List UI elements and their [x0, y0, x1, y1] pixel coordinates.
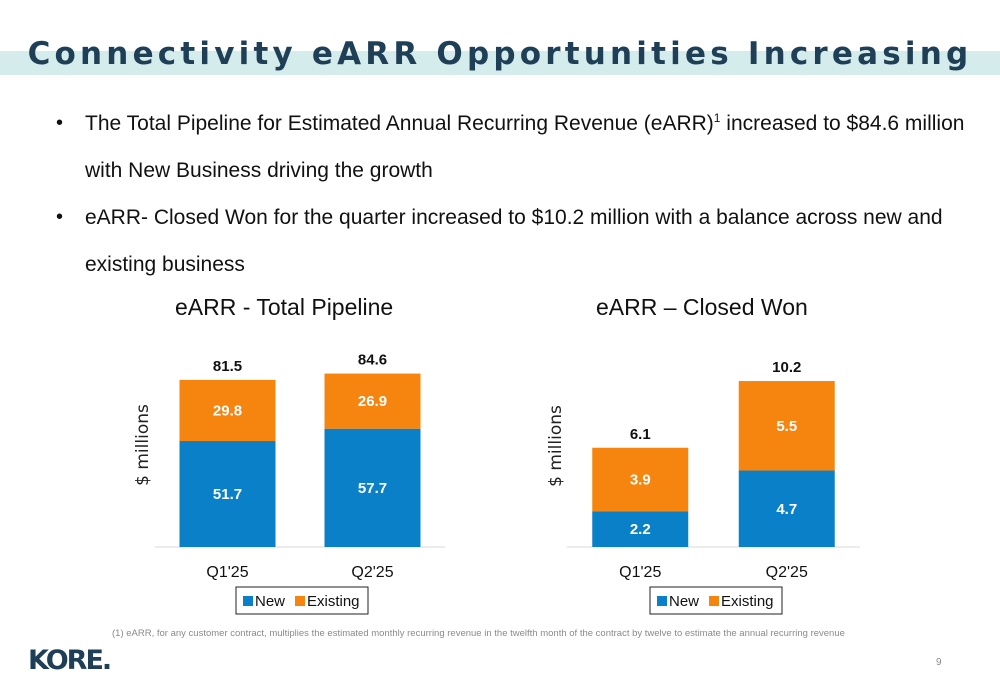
- total-label-1: 84.6: [358, 352, 387, 369]
- bullet-item: • eARR- Closed Won for the quarter incre…: [52, 194, 982, 288]
- slide-title: Connectivity eARR Opportunities Increasi…: [27, 36, 973, 72]
- total-label-1: 10.2: [772, 359, 801, 376]
- data-label-new-0: 51.7: [213, 486, 242, 503]
- data-label-existing-0: 29.8: [213, 402, 242, 419]
- legend-label-new: New: [669, 593, 699, 610]
- legend-swatch-new: [243, 596, 253, 606]
- y-axis-title: $ millions: [133, 404, 153, 486]
- legend-swatch-existing: [295, 596, 305, 606]
- kore-logo: KORE.: [28, 645, 112, 676]
- bullet-text-continued: increased to $84.6 million with New Busi…: [85, 112, 965, 182]
- x-tick-label-0: Q1'25: [206, 564, 248, 581]
- data-label-existing-0: 3.9: [630, 471, 651, 488]
- data-label-existing-1: 26.9: [358, 393, 387, 410]
- bar-new-1: [324, 428, 421, 547]
- x-tick-label-1: Q2'25: [766, 564, 808, 581]
- x-tick-label-1: Q2'25: [351, 564, 393, 581]
- legend-label-existing: Existing: [721, 593, 774, 610]
- page-number: 9: [936, 657, 942, 668]
- data-label-existing-1: 5.5: [776, 418, 797, 435]
- y-axis-title: $ millions: [546, 405, 566, 487]
- bar-existing-0: [179, 379, 276, 442]
- footnote: (1) eARR, for any customer contract, mul…: [112, 628, 845, 639]
- chart-title-total-pipeline: eARR - Total Pipeline: [175, 294, 394, 320]
- bullet-text: The Total Pipeline for Estimated Annual …: [85, 112, 714, 135]
- legend-swatch-new: [657, 596, 667, 606]
- bar-new-0: [592, 511, 689, 547]
- bullet-dot-icon: •: [56, 112, 64, 134]
- total-label-0: 6.1: [630, 426, 651, 443]
- data-label-new-1: 57.7: [358, 480, 387, 497]
- legend-label-existing: Existing: [307, 593, 360, 610]
- bar-existing-1: [738, 381, 835, 471]
- title-band: [0, 51, 1000, 75]
- bullet-text: eARR- Closed Won for the quarter increas…: [85, 206, 943, 276]
- bar-new-0: [179, 441, 276, 547]
- bar-existing-0: [592, 447, 689, 512]
- bullet-item: • The Total Pipeline for Estimated Annua…: [52, 100, 982, 194]
- bullet-dot-icon: •: [56, 206, 64, 228]
- data-label-new-1: 4.7: [776, 501, 797, 518]
- footnote-marker: 1: [713, 111, 721, 125]
- bullet-list: • The Total Pipeline for Estimated Annua…: [52, 100, 982, 288]
- x-tick-label-0: Q1'25: [619, 564, 661, 581]
- chart-title-closed-won: eARR – Closed Won: [596, 294, 808, 320]
- bar-new-1: [738, 470, 835, 547]
- legend-label-new: New: [255, 593, 285, 610]
- bar-existing-1: [324, 373, 421, 429]
- total-label-0: 81.5: [213, 358, 242, 375]
- legend-swatch-existing: [709, 596, 719, 606]
- data-label-new-0: 2.2: [630, 521, 651, 538]
